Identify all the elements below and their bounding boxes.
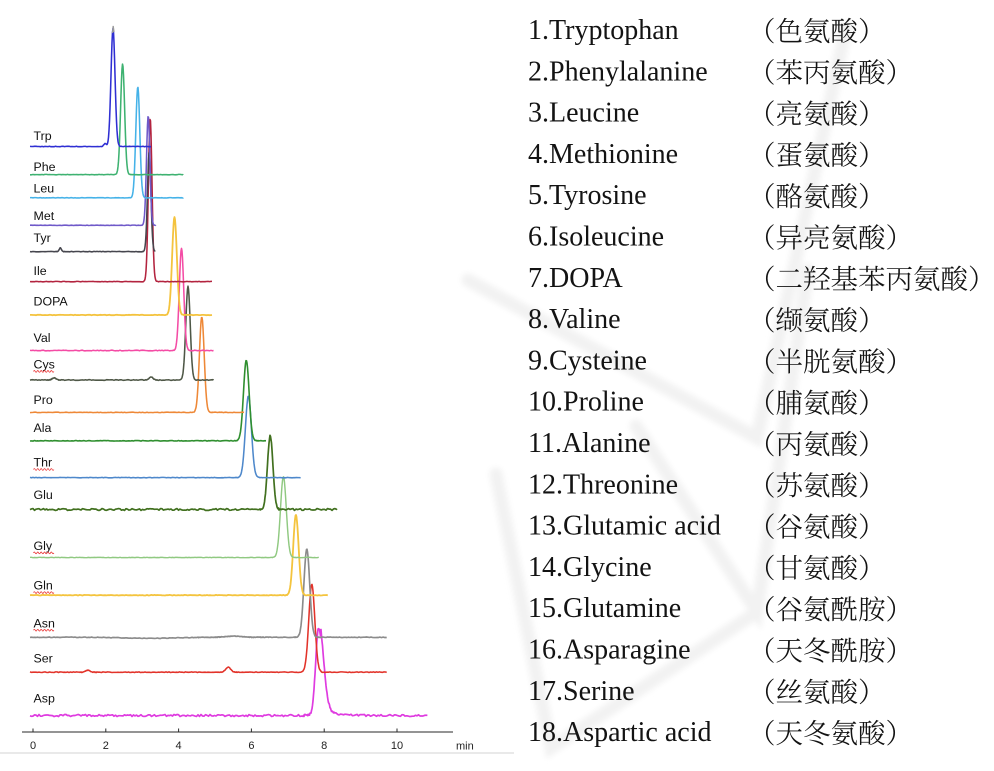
svg-text:Ser: Ser [34, 652, 53, 666]
svg-text:4.Methionine: 4.Methionine [528, 139, 678, 170]
svg-text:Cys: Cys [34, 358, 55, 372]
svg-text:13.Glutamic acid: 13.Glutamic acid [528, 511, 721, 542]
svg-text:11.Alanine: 11.Alanine [528, 428, 651, 459]
svg-text:2: 2 [103, 740, 109, 752]
svg-text:15.Glutamine: 15.Glutamine [528, 593, 681, 624]
svg-text:DOPA: DOPA [34, 295, 69, 309]
svg-text:8: 8 [321, 740, 327, 752]
svg-text:17.Serine: 17.Serine [528, 676, 635, 707]
svg-text:10.Proline: 10.Proline [528, 387, 644, 418]
svg-text:10: 10 [391, 740, 403, 752]
svg-text:18.Aspartic acid: 18.Aspartic acid [528, 717, 712, 748]
svg-text:Trp: Trp [34, 129, 52, 143]
svg-text:Gly: Gly [34, 539, 53, 553]
svg-text:Ala: Ala [34, 421, 52, 435]
svg-text:12.Threonine: 12.Threonine [528, 469, 678, 500]
svg-text:16.Asparagine: 16.Asparagine [528, 635, 691, 666]
svg-text:Glu: Glu [34, 488, 53, 502]
svg-text:Val: Val [34, 331, 51, 345]
svg-text:5.Tyrosine: 5.Tyrosine [528, 180, 647, 211]
svg-text:Phe: Phe [34, 160, 56, 174]
svg-text:Pro: Pro [34, 393, 53, 407]
svg-text:1.Tryptophan: 1.Tryptophan [528, 15, 679, 46]
svg-text:4: 4 [176, 740, 182, 752]
svg-text:6.Isoleucine: 6.Isoleucine [528, 222, 664, 253]
svg-text:Asp: Asp [34, 692, 55, 706]
svg-text:7.DOPA: 7.DOPA [528, 263, 623, 294]
svg-text:Asn: Asn [34, 616, 55, 630]
svg-text:8.Valine: 8.Valine [528, 304, 621, 335]
svg-text:Leu: Leu [34, 181, 55, 195]
svg-text:min: min [456, 741, 474, 753]
svg-text:Thr: Thr [34, 456, 53, 470]
svg-text:Tyr: Tyr [34, 231, 51, 245]
svg-text:0: 0 [30, 740, 36, 752]
svg-text:Ile: Ile [34, 264, 47, 278]
svg-text:Gln: Gln [34, 579, 53, 593]
svg-text:9.Cysteine: 9.Cysteine [528, 345, 647, 376]
svg-text:Met: Met [34, 209, 55, 223]
svg-text:3.Leucine: 3.Leucine [528, 98, 639, 129]
svg-text:14.Glycine: 14.Glycine [528, 552, 652, 583]
svg-text:6: 6 [248, 740, 254, 752]
svg-text:2.Phenylalanine: 2.Phenylalanine [528, 56, 708, 87]
